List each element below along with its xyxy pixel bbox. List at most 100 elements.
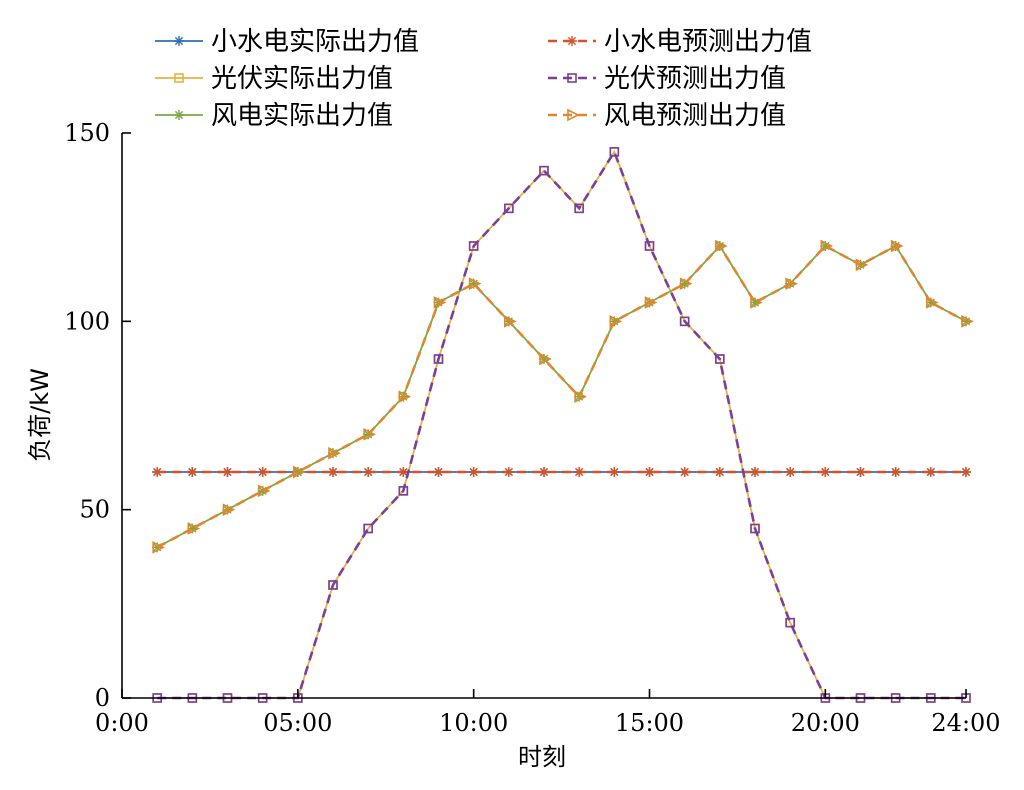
data-point	[714, 467, 725, 477]
legend-marker	[174, 73, 184, 83]
data-point	[644, 296, 658, 309]
data-point	[187, 467, 198, 477]
data-point	[152, 467, 163, 477]
data-point	[785, 467, 796, 477]
data-point	[574, 467, 585, 477]
data-point	[539, 165, 549, 176]
data-point	[152, 541, 165, 554]
axes: 0 50 100 150 0:00 05:00 10:00 15:00 20:00 24:00	[64, 119, 1000, 737]
data-point	[187, 523, 198, 534]
legend-marker	[174, 36, 184, 46]
data-point	[433, 467, 444, 477]
data-point	[820, 467, 831, 477]
legend-marker	[567, 73, 577, 83]
legend-item: 光伏预测出力值	[548, 64, 786, 94]
data-point	[926, 296, 939, 309]
data-point	[292, 467, 303, 477]
series-line	[156, 244, 967, 549]
data-point	[750, 523, 760, 534]
legend-label: 光伏预测出力值	[604, 64, 786, 94]
legend-label: 小水电实际出力值	[211, 27, 419, 57]
x-tick-label: 10:00	[439, 709, 508, 737]
data-point	[961, 467, 971, 477]
x-tick-label: 15:00	[615, 709, 684, 737]
data-point	[398, 390, 412, 403]
data-point	[468, 278, 479, 289]
data-point	[679, 316, 690, 327]
y-tick-label: 150	[64, 119, 110, 147]
data-point	[257, 467, 268, 477]
y-tick-label: 50	[79, 496, 110, 524]
data-point	[398, 486, 409, 496]
data-point	[539, 467, 549, 477]
data-point	[925, 297, 936, 308]
data-point	[468, 277, 482, 290]
data-point	[715, 239, 728, 253]
data-point	[328, 467, 338, 477]
data-point	[855, 467, 866, 477]
data-point	[328, 580, 338, 590]
data-point	[750, 297, 760, 308]
legend-item: 风电预测出力值	[548, 101, 786, 131]
data-point	[433, 354, 444, 364]
data-point	[222, 503, 236, 516]
data-point	[363, 523, 373, 534]
x-axis-title: 时刻	[518, 743, 566, 771]
data-point	[890, 239, 904, 253]
data-point	[222, 467, 233, 477]
data-point	[257, 485, 268, 496]
data-point	[679, 467, 690, 477]
data-point	[820, 239, 834, 253]
legend-marker	[174, 110, 184, 120]
legend-item: 风电实际出力值	[155, 101, 393, 131]
data-point	[328, 446, 341, 460]
series-line	[157, 148, 966, 700]
y-tick-label: 0	[95, 684, 110, 712]
series-4	[152, 147, 971, 703]
data-point	[468, 467, 479, 477]
legend-item: 小水电实际出力值	[155, 27, 419, 57]
data-point	[925, 467, 936, 477]
legend-marker	[567, 108, 580, 122]
data-point	[785, 277, 798, 290]
data-point	[785, 617, 795, 628]
y-tick-label: 100	[64, 307, 110, 335]
legend-label: 小水电预测出力值	[604, 27, 812, 57]
legend-label: 风电预测出力值	[604, 101, 786, 131]
data-point	[679, 277, 693, 290]
data-point	[609, 467, 620, 477]
x-tick-label: 24:00	[931, 709, 1000, 737]
data-point	[257, 484, 271, 498]
legend-label: 光伏实际出力值	[211, 64, 393, 94]
series-3	[152, 147, 971, 703]
data-point	[363, 428, 376, 441]
data-point	[152, 542, 163, 553]
series-line	[157, 149, 966, 699]
x-tick-label: 0:00	[95, 709, 149, 737]
data-point	[609, 316, 620, 327]
data-point	[750, 296, 763, 309]
plot-area	[152, 147, 974, 703]
data-point	[468, 241, 479, 251]
data-point	[961, 315, 974, 328]
data-point	[961, 316, 971, 327]
data-point	[750, 467, 760, 477]
data-point	[609, 147, 620, 157]
data-point	[609, 315, 623, 328]
data-point	[574, 390, 587, 403]
data-point	[363, 467, 374, 477]
data-point	[715, 354, 725, 364]
legend-label: 风电实际出力值	[211, 101, 393, 131]
y-axis-title: 负荷/kW	[26, 368, 54, 462]
data-point	[820, 241, 831, 251]
data-point	[187, 522, 201, 535]
data-point	[644, 241, 655, 251]
series-2	[152, 467, 971, 477]
series-line	[156, 243, 967, 549]
data-point	[890, 467, 901, 477]
data-point	[679, 278, 690, 289]
data-point	[539, 354, 549, 364]
legend-item: 小水电预测出力值	[548, 27, 812, 57]
data-point	[504, 203, 514, 214]
